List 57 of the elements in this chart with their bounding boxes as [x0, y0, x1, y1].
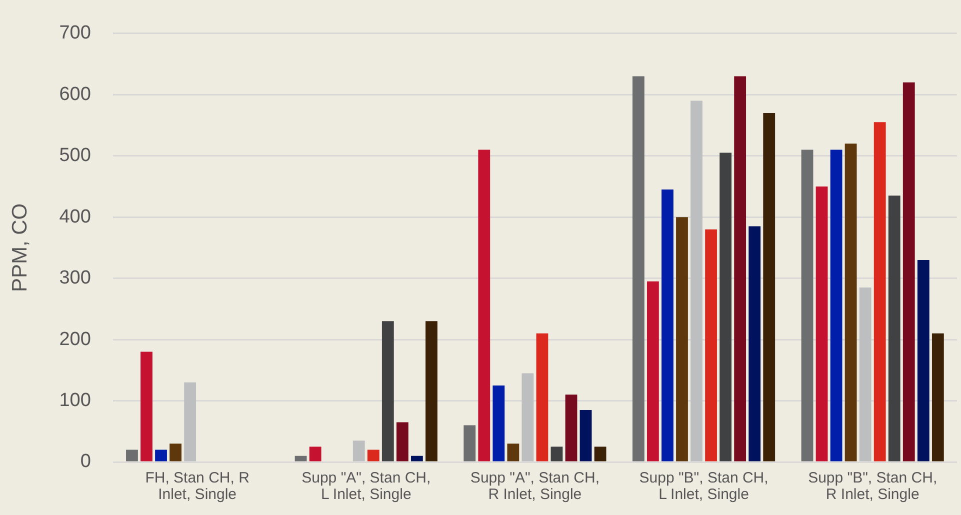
bar [763, 112, 776, 462]
x-tick-label: Supp "B", Stan CH, R Inlet, Single [808, 469, 938, 503]
x-tick-label: Supp "A", Stan CH, L Inlet, Single [302, 469, 431, 503]
bar [830, 150, 842, 462]
x-tick-label: FH, Stan CH, R Inlet, Single [145, 469, 250, 503]
y-tick-label: 500 [59, 145, 91, 166]
y-tick-label: 700 [59, 22, 91, 44]
y-tick-label: 400 [59, 206, 91, 228]
bar [720, 152, 732, 462]
bar [184, 382, 196, 462]
bar [410, 456, 423, 462]
bar [844, 144, 857, 462]
bar [155, 450, 167, 462]
bar [522, 373, 534, 462]
bar [294, 456, 307, 462]
bar [647, 281, 659, 462]
bar [690, 100, 702, 462]
bar [859, 288, 872, 462]
bar [594, 446, 606, 462]
y-axis-title: PPM, CO [8, 203, 32, 292]
bar [662, 190, 674, 462]
bar [352, 440, 365, 462]
bar [126, 450, 138, 462]
bar [492, 385, 505, 462]
bar [801, 150, 814, 462]
bar [140, 352, 152, 462]
bar [705, 229, 717, 462]
bar [580, 410, 592, 462]
bar [748, 226, 761, 462]
bar [478, 150, 490, 462]
bar [816, 186, 828, 462]
bar [917, 260, 930, 462]
bar [367, 450, 380, 462]
y-tick-label: 300 [59, 268, 91, 289]
y-tick-label: 200 [59, 328, 91, 350]
bar [170, 444, 182, 462]
y-tick-label: 600 [59, 84, 91, 105]
bar [536, 333, 548, 462]
bar [309, 446, 322, 462]
bar [396, 422, 408, 462]
bar [676, 217, 688, 462]
y-tick-label: 100 [59, 390, 91, 412]
bar [874, 122, 886, 462]
bar [507, 444, 520, 462]
bar [932, 333, 944, 462]
bar [888, 196, 900, 462]
bar [632, 76, 644, 462]
x-tick-label: Supp "B", Stan CH, L Inlet, Single [639, 469, 768, 503]
bar [902, 82, 915, 462]
x-tick-label: Supp "A", Stan CH, R Inlet, Single [470, 469, 600, 503]
y-tick-label: 0 [80, 451, 91, 472]
bar [426, 321, 438, 462]
bar [550, 446, 563, 462]
bar [565, 394, 578, 462]
bar [734, 76, 746, 462]
bar [464, 425, 476, 462]
bar [382, 321, 394, 462]
